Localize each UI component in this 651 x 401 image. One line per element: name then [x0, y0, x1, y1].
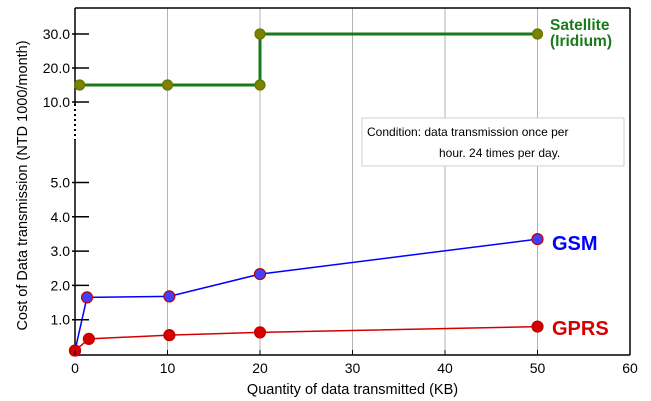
satellite-iridium-point	[531, 28, 544, 40]
x-tick-label: 0	[71, 360, 79, 376]
x-tick-label: 20	[252, 360, 268, 376]
gprs-point	[253, 326, 267, 339]
satellite-iridium-point	[254, 28, 266, 40]
gsm-label: GSM	[552, 233, 598, 255]
gsm-point	[253, 267, 267, 281]
satellite-iridium-point	[161, 79, 174, 91]
gprs-point	[163, 329, 176, 342]
y-tick-label: 4.0	[51, 209, 71, 225]
y-tick-label: 3.0	[51, 243, 71, 259]
gsm-line	[74, 238, 538, 351]
x-tick-label: 50	[530, 360, 546, 376]
gsm-point	[163, 290, 176, 303]
x-tick-label: 10	[160, 360, 176, 376]
gprs-point	[82, 332, 95, 346]
series-layer	[68, 28, 544, 357]
satellite-iridium-label: Satellite	[550, 17, 610, 34]
satellite-iridium-label: (Iridium)	[550, 33, 612, 50]
annotation-frame	[361, 117, 625, 167]
satellite-iridium-point	[74, 79, 86, 91]
annotation-box: Condition: data transmission once per hou…	[361, 117, 625, 167]
annotation-line-1: Condition: data transmission once per	[367, 125, 568, 139]
x-tick-label: 40	[437, 360, 453, 376]
grid	[167, 8, 538, 355]
x-tick-label: 60	[622, 360, 638, 376]
x-axis-title: Quantity of data transmitted (KB)	[247, 382, 458, 398]
y-tick-label: 10.0	[43, 94, 70, 110]
gsm-point	[80, 291, 94, 304]
y-axis-title: Cost of Data transmission (NTD 1000/mont…	[15, 40, 31, 330]
gsm-point	[531, 232, 544, 246]
y-tick-label: 20.0	[43, 60, 70, 76]
satellite-iridium-point	[254, 79, 266, 91]
satellite-iridium-line	[79, 32, 538, 87]
labels-layer: Quantity of data transmitted (KB) Cost of…	[15, 17, 612, 398]
y-tick-label: 2.0	[51, 277, 71, 293]
y-tick-label: 1.0	[51, 312, 71, 328]
y-tick-label: 30.0	[43, 26, 70, 42]
ticks-layer: 0 10 20 30 40 50 60 1.0 2.0 3.0 4.0 5.0 10.0 20.0 30.0	[43, 26, 638, 376]
gprs-line	[74, 325, 538, 352]
x-tick-label: 30	[345, 360, 361, 376]
annotation-line-2: hour. 24 times per day.	[439, 146, 560, 160]
gprs-label: GPRS	[552, 318, 609, 340]
y-tick-label: 5.0	[51, 175, 71, 191]
gprs-point	[531, 320, 544, 333]
